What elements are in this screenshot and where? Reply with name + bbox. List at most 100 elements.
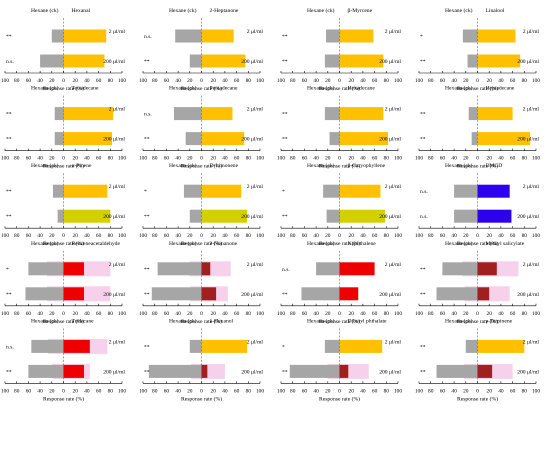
x-tick-label: 40 (451, 388, 457, 394)
compound-bar (201, 364, 208, 378)
control-label: Hexane (ck) (307, 7, 335, 14)
compound-name: γ-Terpinene (485, 318, 513, 324)
x-tick-label: 80 (14, 156, 20, 162)
compound-bar (201, 132, 245, 146)
x-tick-label: 40 (37, 311, 43, 317)
significance-label: ** (420, 369, 426, 375)
x-axis-label: Response rate (%) (319, 85, 360, 92)
significance-label: ** (420, 59, 426, 65)
significance-label: ** (420, 267, 426, 273)
significance-label: ** (282, 214, 288, 220)
x-tick-label: 80 (290, 156, 296, 162)
x-tick-label: 0 (338, 233, 341, 239)
compound-name: Dibutyl phthalate (348, 318, 388, 324)
compound-bar (63, 184, 108, 198)
x-tick-label: 80 (152, 156, 158, 162)
control-bar (189, 339, 202, 353)
concentration-label: 200 μl/ml (241, 214, 263, 220)
significance-label: ** (282, 369, 288, 375)
control-bar (467, 54, 478, 68)
significance-label: ** (6, 292, 12, 298)
x-tick-label: 100 (532, 156, 540, 162)
compound-bar (63, 364, 84, 378)
x-tick-label: 20 (73, 156, 79, 162)
control-label: Hexane (ck) (307, 85, 335, 92)
x-tick-label: 80 (428, 233, 434, 239)
significance-label: ** (282, 292, 288, 298)
control-bar (57, 209, 64, 223)
x-tick-label: 0 (338, 388, 341, 394)
x-tick-label: 80 (428, 311, 434, 317)
x-tick-label: 20 (73, 233, 79, 239)
significance-label: ** (144, 59, 150, 65)
control-bar (54, 132, 64, 146)
x-tick-label: 20 (73, 311, 79, 317)
significance-label: * (420, 34, 423, 40)
compound-bar (63, 54, 105, 68)
x-axis-label: Response rate (%) (181, 318, 222, 325)
x-tick-label: 80 (108, 233, 114, 239)
compound-bar (339, 364, 349, 378)
control-bar (316, 262, 340, 276)
x-tick-label: 20 (187, 311, 193, 317)
x-axis-label: Response rate (%) (457, 318, 498, 325)
concentration-label: 200 μl/ml (517, 59, 539, 65)
compound-bar (477, 339, 525, 353)
control-bar (301, 287, 340, 301)
significance-label: ** (6, 369, 12, 375)
x-tick-label: 80 (290, 388, 296, 394)
control-bar (326, 29, 340, 43)
x-tick-label: 20 (211, 78, 217, 84)
significance-label: ** (144, 214, 150, 220)
x-tick-label: 80 (108, 78, 114, 84)
x-tick-label: 100 (256, 311, 264, 317)
x-tick-label: 100 (1, 156, 9, 162)
significance-label: n.s. (420, 189, 428, 195)
x-tick-label: 40 (498, 233, 504, 239)
control-bar (468, 107, 478, 121)
x-tick-label: 100 (139, 78, 147, 84)
x-tick-label: 100 (118, 311, 126, 317)
control-bar (324, 339, 340, 353)
x-tick-label: 100 (256, 78, 264, 84)
x-tick-label: 100 (277, 156, 285, 162)
x-tick-label: 20 (49, 388, 55, 394)
concentration-label: 2 μl/ml (247, 29, 264, 35)
x-tick-label: 40 (360, 78, 366, 84)
x-tick-label: 60 (96, 78, 102, 84)
x-tick-label: 80 (384, 388, 390, 394)
significance-label: ** (144, 344, 150, 350)
concentration-label: 2 μl/ml (109, 339, 126, 345)
x-tick-label: 60 (234, 233, 240, 239)
concentration-label: 2 μl/ml (109, 262, 126, 268)
x-tick-label: 60 (26, 156, 32, 162)
control-bar (157, 262, 202, 276)
x-tick-label: 80 (384, 156, 390, 162)
x-tick-label: 20 (325, 233, 331, 239)
x-tick-label: 80 (108, 156, 114, 162)
x-tick-label: 20 (49, 311, 55, 317)
x-tick-label: 0 (200, 388, 203, 394)
x-tick-label: 40 (498, 311, 504, 317)
x-tick-label: 60 (302, 388, 308, 394)
concentration-label: 200 μl/ml (103, 292, 125, 298)
x-tick-label: 0 (200, 233, 203, 239)
compound-bar (63, 262, 84, 276)
x-tick-label: 20 (349, 233, 355, 239)
x-tick-label: 40 (313, 156, 319, 162)
compound-bar (201, 209, 248, 223)
x-tick-label: 20 (211, 311, 217, 317)
x-tick-label: 40 (37, 233, 43, 239)
control-label: Hexane (ck) (31, 240, 59, 247)
concentration-label: 200 μl/ml (517, 369, 539, 375)
concentration-label: 200 μl/ml (241, 369, 263, 375)
control-bar (436, 364, 478, 378)
x-tick-label: 60 (440, 78, 446, 84)
x-axis-label: Response rate (%) (43, 85, 84, 92)
control-bar (324, 54, 340, 68)
control-bar (454, 209, 478, 223)
x-tick-label: 100 (277, 78, 285, 84)
compound-bar (339, 54, 384, 68)
concentration-label: 2 μl/ml (247, 339, 264, 345)
